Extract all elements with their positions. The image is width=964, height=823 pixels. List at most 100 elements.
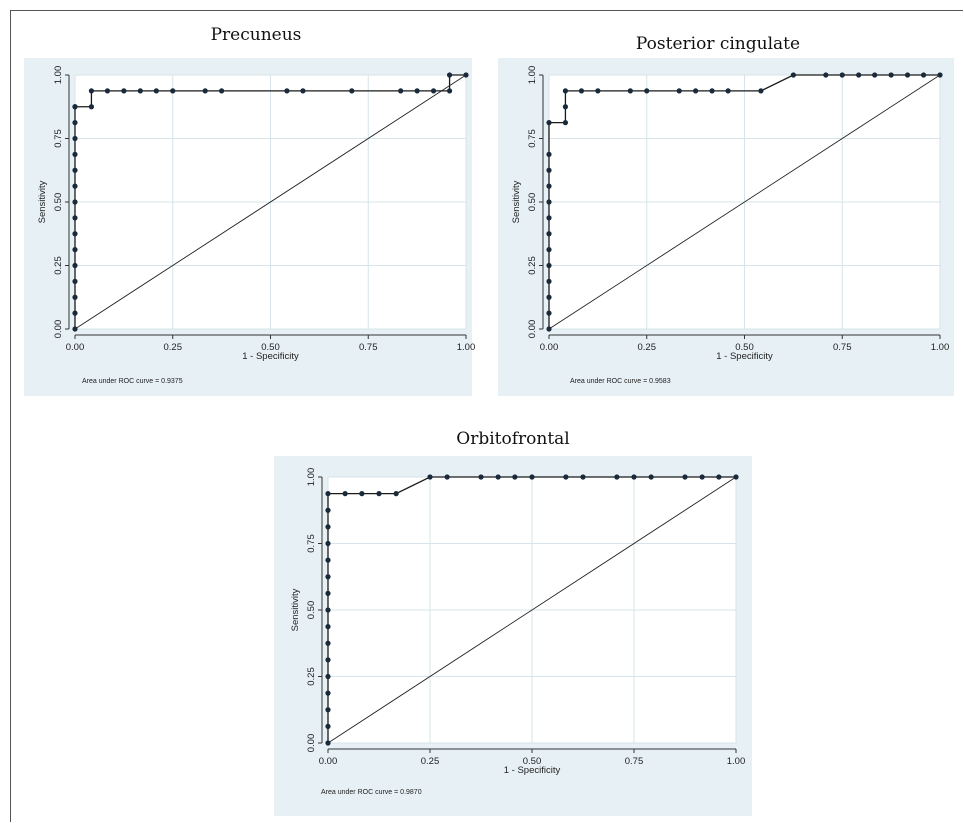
roc-point — [325, 590, 331, 596]
roc-point — [546, 215, 552, 221]
x-tick-label: 0.50 — [523, 756, 542, 767]
y-tick-label: 1.00 — [527, 66, 538, 85]
roc-point — [562, 104, 569, 110]
roc-point — [478, 474, 484, 480]
roc-point — [325, 673, 331, 680]
roc-point — [546, 262, 552, 269]
x-tick-label: 0.25 — [638, 342, 657, 353]
x-tick-label: 0.25 — [164, 342, 183, 353]
roc-point — [376, 491, 382, 497]
roc-point — [72, 135, 78, 142]
roc-point — [546, 326, 552, 332]
roc-point — [359, 491, 365, 497]
roc-point — [325, 507, 331, 513]
roc-point — [562, 88, 569, 94]
roc-point — [546, 310, 552, 316]
roc-point — [121, 88, 127, 94]
roc-point — [546, 151, 552, 157]
roc-point — [349, 88, 355, 94]
y-tick-label: 0.50 — [53, 193, 64, 212]
roc-point — [137, 88, 143, 94]
roc-point — [72, 247, 78, 253]
roc-point — [72, 120, 78, 126]
roc-point — [153, 88, 159, 94]
roc-point — [546, 199, 552, 205]
roc-point — [202, 88, 208, 94]
chart-title: Orbitofrontal — [456, 429, 569, 449]
x-tick-label: 0.50 — [261, 342, 280, 353]
roc-point — [325, 557, 331, 563]
y-tick-label: 1.00 — [306, 468, 317, 487]
roc-point — [325, 524, 331, 530]
roc-point — [325, 574, 331, 580]
x-axis-label: 1 - Specificity — [716, 351, 773, 362]
roc-point — [562, 120, 569, 126]
roc-point — [648, 474, 654, 480]
roc-point — [546, 231, 552, 237]
roc-point — [72, 104, 78, 110]
roc-point — [839, 72, 845, 78]
x-tick-label: 0.00 — [66, 342, 85, 353]
roc-point — [430, 88, 437, 94]
roc-chart-2: Posterior cingulate 0.000.00 0.25 0.25 0.50 0… — [498, 34, 954, 396]
roc-point — [463, 72, 469, 78]
roc-chart-3: Orbitofrontal 0.000.00 0.25 0.25 0.50 0.50 0.7… — [274, 429, 752, 816]
roc-point — [325, 723, 331, 729]
roc-point — [427, 474, 433, 480]
roc-point — [823, 72, 829, 78]
roc-point — [725, 88, 731, 94]
x-tick-label: 0.50 — [735, 342, 754, 353]
roc-point — [446, 72, 453, 78]
roc-point — [758, 88, 764, 94]
roc-point — [693, 88, 699, 94]
roc-point — [72, 294, 78, 300]
roc-point — [325, 607, 331, 613]
roc-point — [676, 88, 682, 94]
roc-point — [444, 474, 450, 480]
roc-point — [446, 88, 453, 94]
roc-curve-line — [548, 74, 940, 329]
x-tick-label: 0.25 — [421, 756, 440, 767]
roc-point — [716, 474, 722, 480]
roc-point — [644, 88, 650, 94]
auc-annotation: Area under ROC curve = 0.9870 — [321, 789, 422, 796]
roc-point — [300, 88, 306, 94]
y-tick-label: 0.00 — [306, 734, 317, 753]
roc-point — [546, 120, 552, 126]
figure-frame — [10, 10, 963, 822]
y-tick-label: 0.25 — [527, 256, 538, 275]
auc-annotation: Area under ROC curve = 0.9583 — [570, 378, 671, 385]
x-tick-label: 1.00 — [727, 756, 746, 767]
roc-point — [512, 474, 518, 480]
roc-point — [393, 491, 399, 497]
roc-point — [88, 104, 95, 110]
roc-point — [72, 326, 78, 332]
roc-point — [72, 278, 78, 284]
roc-point — [699, 474, 705, 480]
y-tick-label: 1.00 — [53, 66, 64, 85]
roc-point — [325, 624, 331, 630]
roc-point — [72, 262, 78, 269]
x-tick-label: 0.75 — [359, 342, 378, 353]
x-tick-label: 0.00 — [540, 342, 559, 353]
y-tick-label: 0.00 — [527, 320, 538, 339]
roc-point — [614, 474, 620, 480]
roc-point — [937, 72, 943, 78]
roc-point — [325, 640, 331, 646]
roc-point — [284, 88, 290, 94]
roc-point — [72, 151, 78, 157]
reference-line — [74, 74, 467, 330]
roc-point — [170, 88, 176, 94]
roc-point — [414, 88, 420, 94]
roc-point — [495, 474, 501, 480]
x-axis-label: 1 - Specificity — [242, 351, 299, 362]
y-tick-label: 0.25 — [53, 256, 64, 275]
x-tick-label: 0.00 — [319, 756, 338, 767]
roc-point — [546, 278, 552, 284]
auc-annotation: Area under ROC curve = 0.9375 — [82, 378, 183, 385]
roc-point — [398, 88, 404, 94]
roc-point — [627, 88, 633, 94]
chart-title: Precuneus — [211, 25, 302, 45]
roc-point — [856, 72, 862, 78]
roc-chart-1: Precuneus 0.000.00 0.25 0.25 0.50 0.50 0.75 0.7… — [24, 25, 475, 396]
